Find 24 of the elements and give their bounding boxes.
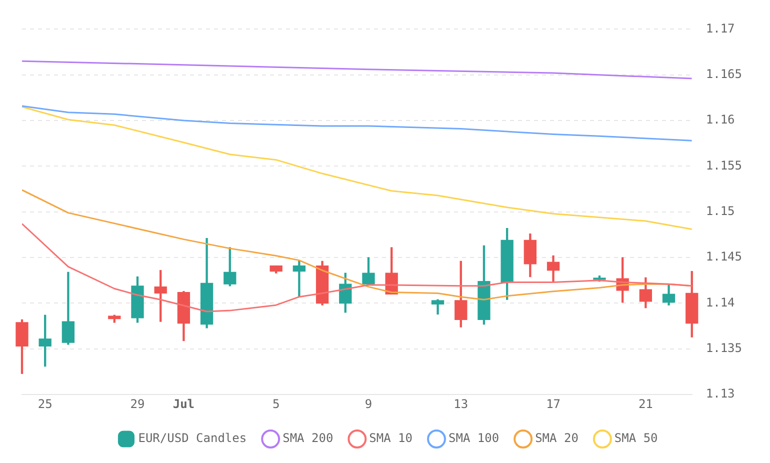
legend-label: SMA 200 — [282, 431, 334, 446]
x-tick-label: 25 — [38, 396, 52, 411]
y-tick-label: 1.155 — [706, 158, 742, 172]
candlestick — [292, 260, 306, 298]
y-tick-label: 1.15 — [706, 204, 735, 218]
x-tick-label: 13 — [454, 396, 468, 411]
x-tick-label: Jul — [172, 396, 195, 411]
y-tick-label: 1.165 — [706, 67, 742, 81]
legend-label: EUR/USD Candles — [138, 431, 247, 446]
x-tick-label: 5 — [272, 396, 280, 411]
legend-label: SMA 100 — [448, 431, 500, 446]
y-tick-label: 1.16 — [706, 112, 735, 127]
y-tick-label: 1.17 — [706, 21, 735, 36]
y-tick-label: 1.145 — [706, 250, 742, 264]
x-tick-label: 9 — [364, 396, 372, 411]
legend-label: SMA 20 — [535, 431, 578, 446]
y-tick-label: 1.13 — [706, 386, 735, 401]
legend-label: SMA 10 — [369, 431, 413, 446]
x-tick-label: 21 — [638, 396, 653, 411]
y-tick-label: 1.135 — [706, 341, 742, 356]
legend-label: SMA 50 — [614, 431, 658, 446]
y-tick-label: 1.14 — [706, 295, 735, 310]
x-tick-label: 17 — [546, 396, 561, 411]
x-tick-label: 29 — [130, 396, 145, 411]
